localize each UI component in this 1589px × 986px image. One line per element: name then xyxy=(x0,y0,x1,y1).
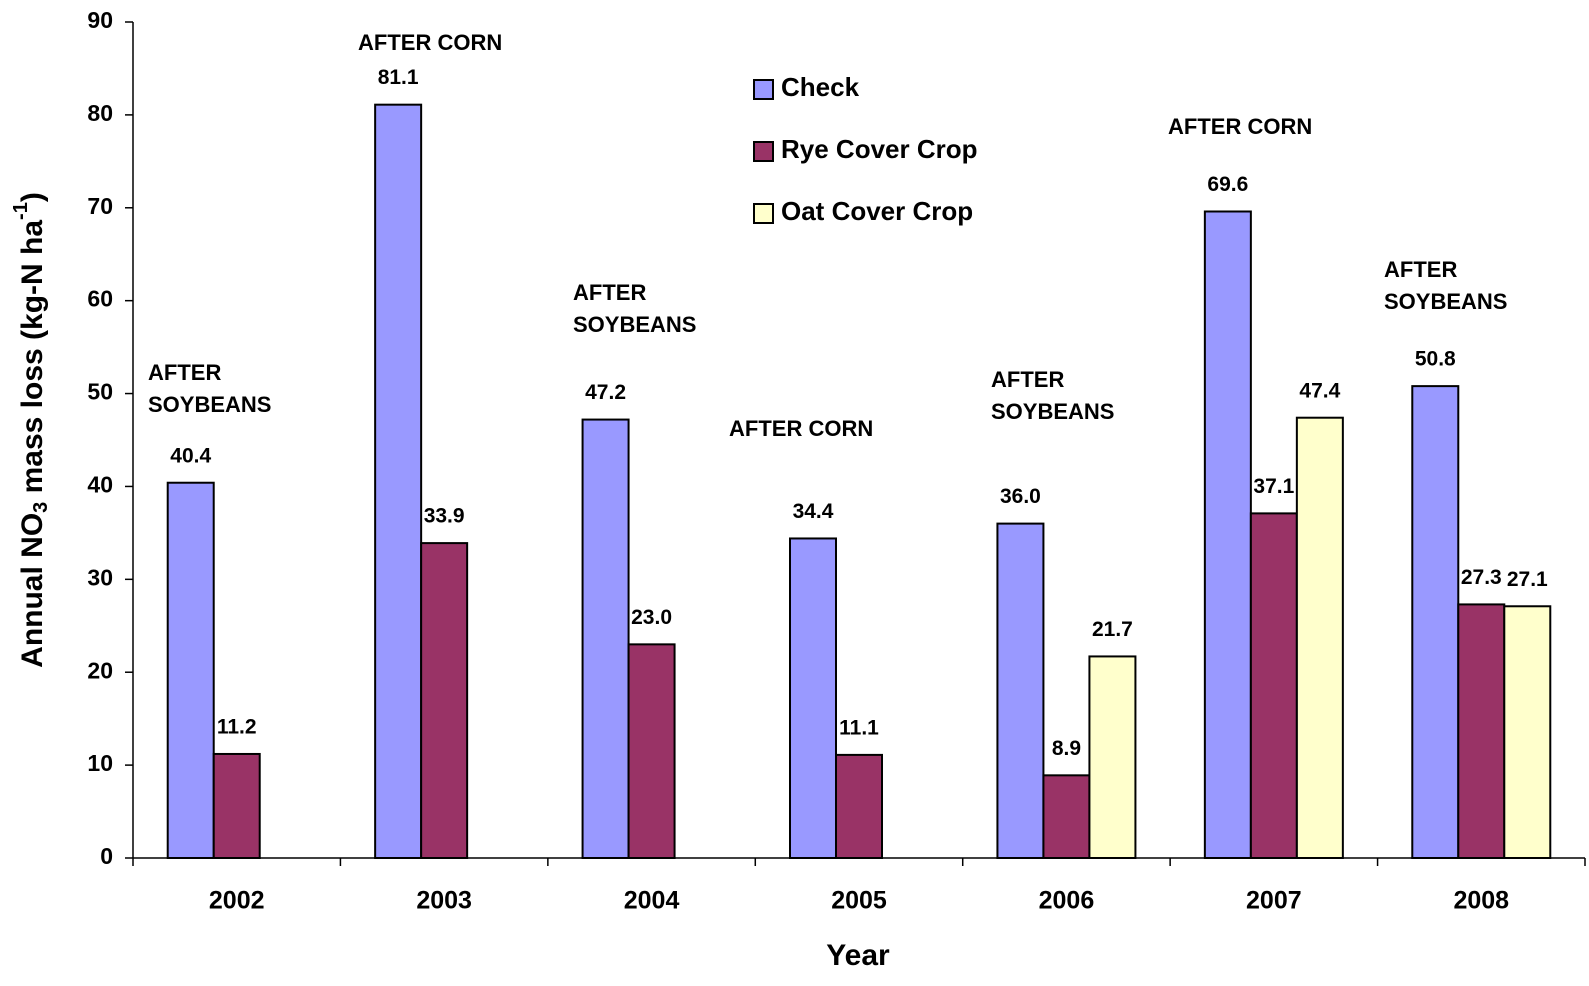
bar xyxy=(581,418,630,859)
y-tick-label: 30 xyxy=(87,564,113,590)
x-axis-title: Year xyxy=(826,939,890,972)
bar xyxy=(1042,774,1091,860)
value-label: 50.8 xyxy=(1415,348,1456,371)
bar xyxy=(996,522,1045,859)
y-tick-label: 20 xyxy=(87,657,113,683)
legend-label: Oat Cover Crop xyxy=(781,196,973,226)
y-title-part: ) xyxy=(16,192,49,202)
bar xyxy=(1503,605,1552,859)
y-tick-label: 70 xyxy=(87,193,113,219)
annotation: AFTER CORN xyxy=(729,416,873,441)
value-label: 40.4 xyxy=(170,444,211,467)
value-label: 11.1 xyxy=(839,716,879,739)
y-tick-label: 10 xyxy=(87,750,113,776)
legend-label: Rye Cover Crop xyxy=(781,134,978,164)
annotation: AFTER CORN xyxy=(358,30,502,55)
bar xyxy=(1295,416,1344,859)
x-tick-label: 2008 xyxy=(1453,887,1509,915)
bar xyxy=(1203,210,1252,859)
bar xyxy=(835,753,883,859)
y-tick-label: 60 xyxy=(87,286,113,312)
value-label: 8.9 xyxy=(1052,737,1081,760)
annotation: AFTER xyxy=(573,280,646,305)
y-tick-label: 50 xyxy=(87,379,113,405)
annotation: AFTER xyxy=(991,367,1064,392)
y-title-sub: 3 xyxy=(30,502,52,513)
legend-label: Check xyxy=(781,72,860,102)
value-label: 36.0 xyxy=(1000,485,1041,508)
value-label: 37.1 xyxy=(1253,475,1294,498)
bar xyxy=(1249,512,1298,859)
bar xyxy=(1088,655,1137,859)
bar xyxy=(627,643,676,859)
value-label: 33.9 xyxy=(424,505,465,528)
annotation: AFTER xyxy=(1384,257,1457,282)
legend-swatch xyxy=(753,79,774,100)
x-tick-label: 2003 xyxy=(416,887,472,915)
y-tick-label: 0 xyxy=(100,843,113,869)
x-tick-label: 2002 xyxy=(209,887,265,915)
value-label: 47.2 xyxy=(585,381,626,404)
bar xyxy=(212,752,261,859)
x-tick-label: 2005 xyxy=(831,887,887,915)
value-label: 34.4 xyxy=(793,500,834,523)
bar xyxy=(1411,385,1460,859)
value-label: 81.1 xyxy=(378,66,419,89)
bar xyxy=(1457,603,1506,859)
x-tick-label: 2007 xyxy=(1246,887,1302,915)
x-tick-label: 2006 xyxy=(1039,887,1095,915)
y-tick-label: 90 xyxy=(87,7,113,33)
value-label: 23.0 xyxy=(631,606,672,629)
legend-swatch xyxy=(753,203,774,224)
value-label: 69.6 xyxy=(1207,173,1248,196)
y-tick-label: 80 xyxy=(87,100,113,126)
legend-swatch xyxy=(753,141,774,162)
bar xyxy=(420,542,469,860)
annotation: AFTER CORN xyxy=(1168,114,1312,139)
value-label: 47.4 xyxy=(1299,379,1340,402)
annotation: SOYBEANS xyxy=(148,392,271,417)
y-tick-label: 40 xyxy=(87,472,113,498)
annotation: SOYBEANS xyxy=(991,399,1114,424)
bar xyxy=(166,481,215,859)
annotation: AFTER xyxy=(148,360,221,385)
value-label: 27.3 xyxy=(1461,566,1502,589)
value-label: 27.1 xyxy=(1507,568,1548,591)
value-label: 21.7 xyxy=(1092,618,1133,641)
x-tick-label: 2004 xyxy=(624,887,680,915)
y-title-part: mass loss (kg-N ha xyxy=(16,220,49,502)
annotation: SOYBEANS xyxy=(1384,289,1507,314)
annotation: SOYBEANS xyxy=(573,312,696,337)
bar xyxy=(374,103,423,860)
bar xyxy=(789,537,837,859)
y-title-part: Annual NO xyxy=(16,513,49,668)
y-axis-title: Annual NO3 mass loss (kg-N ha-1) xyxy=(10,192,52,668)
y-title-sup: -1 xyxy=(10,202,32,220)
value-label: 11.2 xyxy=(217,716,257,739)
